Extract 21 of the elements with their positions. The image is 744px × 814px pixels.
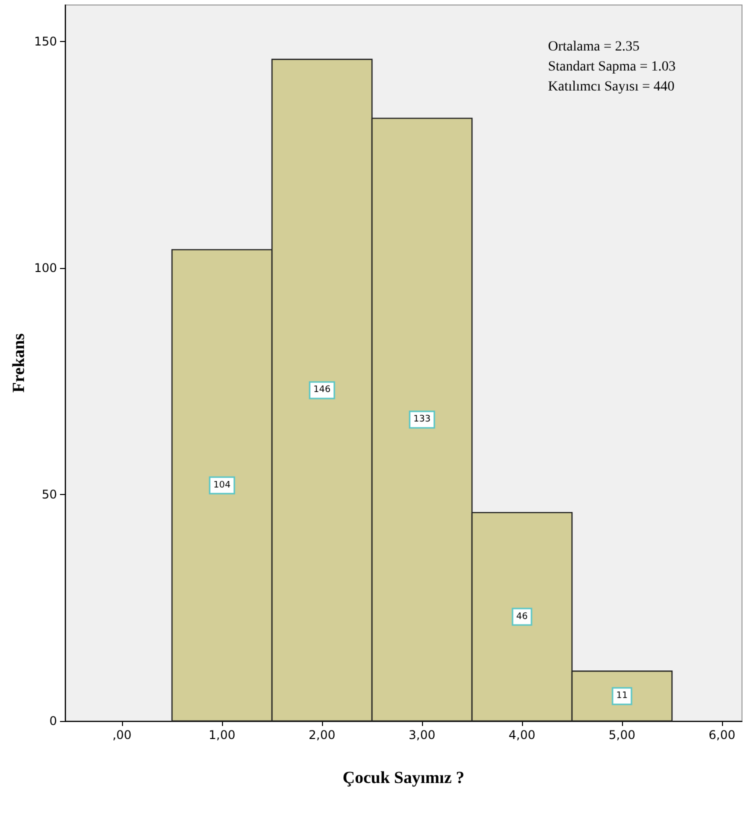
y-tick-label: 50: [42, 487, 57, 502]
annotation: Ortalama = 2.35: [548, 40, 640, 54]
data-label: 146: [313, 385, 331, 396]
x-tick-label: 1,00: [208, 728, 236, 742]
data-label: 11: [616, 691, 628, 702]
annotation: Standart Sapma = 1.03: [548, 60, 676, 74]
x-tick-label: ,00: [112, 728, 132, 742]
y-tick-label: 150: [34, 34, 57, 48]
annotation: Katılımcı Sayısı = 440: [548, 80, 674, 94]
y-axis-title: Frekans: [9, 333, 28, 393]
x-tick-label: 4,00: [508, 728, 536, 742]
y-tick-label: 100: [34, 260, 57, 275]
data-label: 46: [516, 612, 528, 622]
x-tick-label: 5,00: [608, 728, 636, 742]
x-tick-label: 3,00: [408, 728, 436, 742]
x-tick-label: 6,00: [708, 728, 736, 742]
data-label: 104: [213, 480, 231, 490]
x-tick-label: 2,00: [308, 728, 336, 742]
y-tick-label: 0: [49, 714, 57, 728]
x-axis-title: Çocuk Sayımız ?: [342, 768, 464, 787]
data-label: 133: [413, 414, 431, 425]
